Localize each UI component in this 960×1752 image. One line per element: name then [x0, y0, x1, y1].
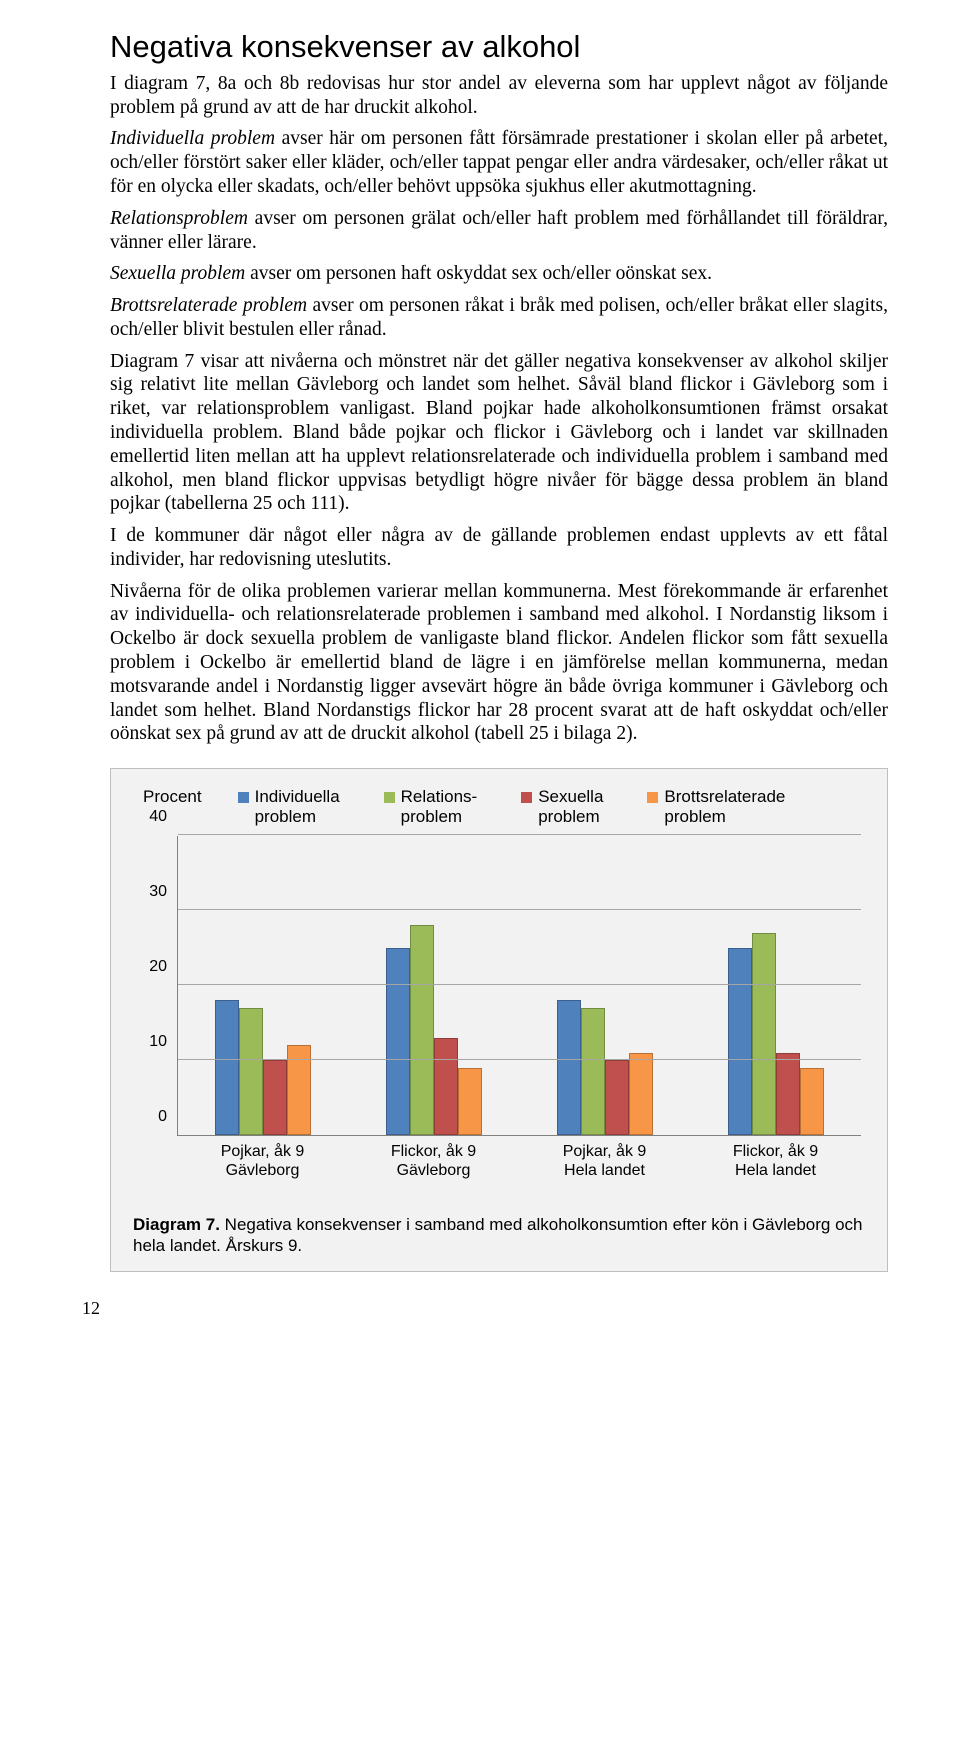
bar: [605, 1060, 629, 1135]
legend-label: Individuella problem: [255, 787, 340, 826]
bar: [239, 1008, 263, 1136]
intro-paragraph: I diagram 7, 8a och 8b redovisas hur sto…: [110, 72, 888, 120]
def-relations: Relationsproblem avser om personen gräla…: [110, 207, 888, 255]
term-brotts: Brottsrelaterade problem: [110, 295, 307, 316]
chart-container: Procent Individuella problem Relations- p…: [110, 768, 888, 1272]
body-paragraph-8: Nivåerna för de olika problemen varierar…: [110, 580, 888, 746]
bar: [386, 948, 410, 1136]
legend-swatch: [384, 792, 395, 803]
bar: [800, 1068, 824, 1136]
gridline: [178, 834, 861, 835]
bar-group: [557, 1000, 653, 1135]
y-axis-label: Procent: [143, 787, 202, 808]
bar: [410, 925, 434, 1135]
term-sexuella: Sexuella problem: [110, 263, 245, 284]
legend-item: Relations- problem: [384, 787, 478, 826]
legend-item: Sexuella problem: [521, 787, 603, 826]
body-paragraph-7: I de kommuner där något eller några av d…: [110, 524, 888, 572]
bar: [557, 1000, 581, 1135]
legend-item: Individuella problem: [238, 787, 340, 826]
bar: [263, 1060, 287, 1135]
bar: [434, 1038, 458, 1136]
legend-swatch: [521, 792, 532, 803]
def-brotts: Brottsrelaterade problem avser om person…: [110, 294, 888, 342]
def-sexuella-text: avser om personen haft oskyddat sex och/…: [245, 263, 712, 284]
bar: [728, 948, 752, 1136]
page-title: Negativa konsekvenser av alkohol: [110, 28, 888, 66]
bar: [629, 1053, 653, 1136]
legend-label: Relations- problem: [401, 787, 478, 826]
chart-caption: Diagram 7. Negativa konsekvenser i samba…: [133, 1214, 865, 1257]
x-label: Pojkar, åk 9 Gävleborg: [198, 1142, 328, 1180]
y-tick: 0: [158, 1107, 167, 1127]
y-tick: 10: [149, 1032, 167, 1052]
x-label: Flickor, åk 9 Hela landet: [711, 1142, 841, 1180]
bar: [581, 1008, 605, 1136]
bar: [776, 1053, 800, 1136]
chart-legend: Procent Individuella problem Relations- p…: [133, 787, 865, 832]
legend-swatch: [238, 792, 249, 803]
y-tick: 20: [149, 957, 167, 977]
y-tick: 40: [149, 807, 167, 827]
def-individuella: Individuella problem avser här om person…: [110, 127, 888, 198]
legend-label: Brottsrelaterade problem: [664, 787, 785, 826]
caption-rest: Negativa konsekvenser i samband med alko…: [133, 1215, 863, 1255]
bar: [752, 933, 776, 1136]
body-paragraph-6: Diagram 7 visar att nivåerna och mönstre…: [110, 350, 888, 516]
legend-label: Sexuella problem: [538, 787, 603, 826]
def-sexuella: Sexuella problem avser om personen haft …: [110, 262, 888, 286]
chart-plot-area: 010203040 Pojkar, åk 9 GävleborgFlickor,…: [133, 836, 865, 1166]
term-relations: Relationsproblem: [110, 208, 248, 229]
bar: [458, 1068, 482, 1136]
bar: [215, 1000, 239, 1135]
bar-group: [215, 1000, 311, 1135]
caption-bold: Diagram 7.: [133, 1215, 220, 1234]
y-tick: 30: [149, 882, 167, 902]
legend-swatch: [647, 792, 658, 803]
gridline: [178, 984, 861, 985]
x-label: Pojkar, åk 9 Hela landet: [540, 1142, 670, 1180]
bar-group: [728, 933, 824, 1136]
bar-group: [386, 925, 482, 1135]
term-individuella: Individuella problem: [110, 128, 275, 149]
page-number: 12: [82, 1298, 888, 1320]
gridline: [178, 909, 861, 910]
x-label: Flickor, åk 9 Gävleborg: [369, 1142, 499, 1180]
legend-item: Brottsrelaterade problem: [647, 787, 785, 826]
gridline: [178, 1059, 861, 1060]
